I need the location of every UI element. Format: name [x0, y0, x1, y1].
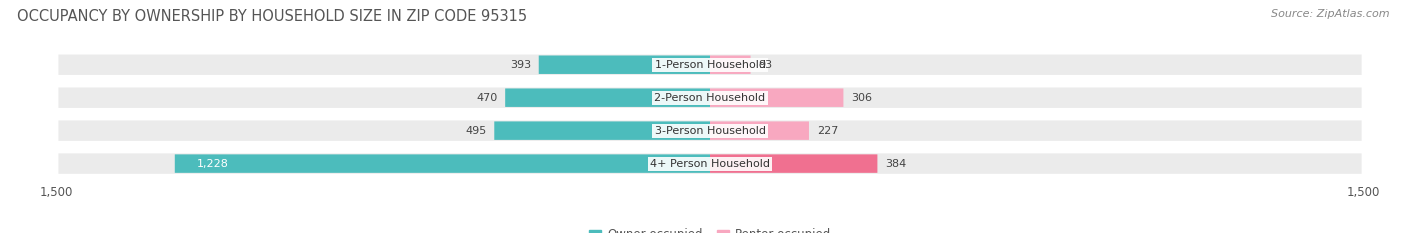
FancyBboxPatch shape [710, 121, 808, 140]
FancyBboxPatch shape [59, 153, 1361, 174]
FancyBboxPatch shape [174, 154, 710, 173]
FancyBboxPatch shape [710, 89, 844, 107]
Text: 306: 306 [851, 93, 872, 103]
FancyBboxPatch shape [495, 121, 710, 140]
FancyBboxPatch shape [59, 87, 1361, 108]
FancyBboxPatch shape [59, 120, 1361, 141]
Text: 1,228: 1,228 [197, 159, 228, 169]
FancyBboxPatch shape [710, 154, 877, 173]
Text: Source: ZipAtlas.com: Source: ZipAtlas.com [1271, 9, 1389, 19]
Text: 495: 495 [465, 126, 486, 136]
Text: 4+ Person Household: 4+ Person Household [650, 159, 770, 169]
FancyBboxPatch shape [59, 55, 1361, 75]
Text: 393: 393 [510, 60, 531, 70]
Legend: Owner-occupied, Renter-occupied: Owner-occupied, Renter-occupied [585, 224, 835, 233]
Text: 470: 470 [477, 93, 498, 103]
Text: 1-Person Household: 1-Person Household [655, 60, 765, 70]
Text: 227: 227 [817, 126, 838, 136]
FancyBboxPatch shape [538, 55, 710, 74]
FancyBboxPatch shape [710, 55, 751, 74]
Text: 93: 93 [758, 60, 772, 70]
Text: 2-Person Household: 2-Person Household [654, 93, 766, 103]
Text: 3-Person Household: 3-Person Household [655, 126, 765, 136]
FancyBboxPatch shape [505, 89, 710, 107]
Text: OCCUPANCY BY OWNERSHIP BY HOUSEHOLD SIZE IN ZIP CODE 95315: OCCUPANCY BY OWNERSHIP BY HOUSEHOLD SIZE… [17, 9, 527, 24]
Text: 384: 384 [886, 159, 907, 169]
